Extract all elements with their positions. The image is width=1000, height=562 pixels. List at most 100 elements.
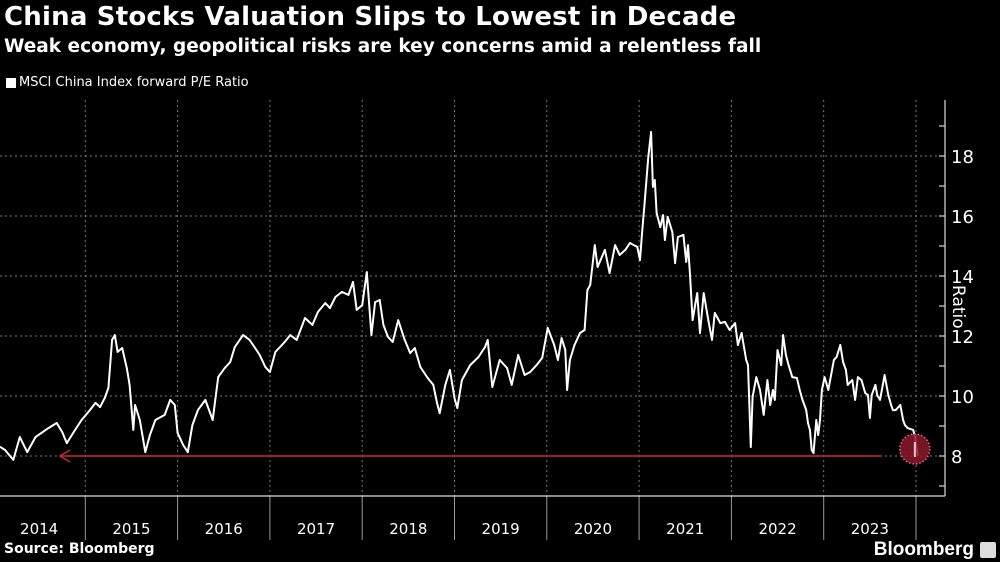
data-point — [707, 319, 710, 321]
data-point — [269, 371, 271, 373]
data-point — [881, 384, 884, 386]
data-point — [762, 414, 765, 416]
data-point — [759, 389, 761, 391]
legend: MSCI China Index forward P/E Ratio — [6, 75, 249, 90]
data-point — [773, 399, 776, 401]
data-point — [103, 397, 106, 399]
data-point — [121, 347, 124, 349]
data-point — [397, 319, 400, 321]
data-point — [560, 337, 563, 339]
data-point — [469, 364, 472, 366]
data-point — [274, 351, 277, 353]
data-point — [876, 394, 879, 396]
data-point — [453, 397, 456, 399]
data-point — [491, 386, 494, 388]
data-point — [144, 451, 147, 453]
data-point — [324, 302, 327, 304]
data-point — [870, 394, 873, 396]
data-point — [456, 407, 459, 409]
data-point — [347, 294, 350, 296]
data-point — [647, 156, 650, 158]
data-point — [688, 272, 691, 274]
data-point — [775, 366, 778, 368]
data-point — [904, 424, 906, 426]
annotations — [58, 449, 882, 463]
x-tick-label: 2018 — [389, 520, 427, 538]
data-point — [745, 359, 748, 361]
data-point — [566, 389, 569, 391]
data-point — [506, 367, 509, 369]
data-point — [839, 344, 842, 346]
data-point — [65, 442, 68, 444]
data-point — [573, 344, 576, 346]
data-point — [311, 324, 314, 326]
data-point — [791, 376, 794, 378]
data-point — [283, 341, 286, 343]
data-point — [666, 216, 669, 218]
data-point — [780, 364, 783, 366]
pe-ratio-line — [0, 131, 919, 461]
data-point — [842, 361, 844, 363]
data-point — [149, 434, 151, 436]
data-point — [556, 359, 559, 361]
data-point — [892, 409, 894, 411]
data-point — [18, 436, 21, 438]
data-point — [812, 452, 815, 454]
bloomberg-logo: Bloomberg — [873, 539, 974, 560]
data-point — [728, 329, 731, 331]
x-tick-label: 2022 — [758, 520, 796, 538]
data-point — [713, 312, 716, 314]
data-point — [233, 346, 236, 348]
data-point — [787, 364, 790, 366]
data-point — [784, 354, 787, 356]
data-point — [851, 379, 854, 381]
data-point — [604, 249, 606, 251]
data-point — [596, 266, 599, 268]
legend-swatch — [6, 77, 16, 88]
data-point — [295, 339, 298, 341]
data-point — [217, 376, 220, 378]
data-point — [535, 364, 538, 366]
data-point — [289, 334, 292, 336]
data-point — [74, 429, 77, 431]
data-point — [860, 379, 863, 381]
data-point — [820, 389, 823, 391]
data-point — [593, 244, 596, 247]
data-point — [624, 249, 627, 251]
data-point — [89, 409, 91, 411]
x-tick-label: 2023 — [851, 520, 889, 538]
data-point — [776, 349, 779, 351]
data-point — [868, 417, 871, 419]
data-point — [586, 289, 589, 291]
data-point — [169, 399, 172, 401]
data-point — [116, 351, 119, 353]
data-point — [340, 291, 343, 293]
data-point — [546, 327, 549, 329]
data-point — [699, 332, 701, 334]
data-point — [328, 307, 331, 309]
data-point — [844, 369, 847, 371]
data-point — [47, 427, 50, 429]
data-point — [352, 281, 354, 283]
y-tick-label: 14 — [951, 267, 974, 288]
data-point — [902, 419, 904, 421]
data-point — [696, 292, 699, 294]
data-point — [154, 419, 157, 421]
data-point — [99, 406, 101, 408]
data-point — [361, 304, 364, 306]
y-tick-label: 10 — [951, 387, 974, 408]
data-point — [484, 346, 486, 348]
data-point — [808, 429, 811, 431]
data-point — [436, 402, 438, 404]
data-point — [426, 377, 429, 379]
data-point — [685, 261, 688, 263]
data-point — [438, 412, 441, 414]
data-point — [391, 341, 394, 343]
data-point — [890, 404, 892, 406]
data-point — [819, 419, 821, 421]
data-point — [374, 301, 377, 303]
data-point — [664, 239, 666, 241]
data-point — [614, 244, 617, 247]
data-point — [382, 324, 385, 326]
